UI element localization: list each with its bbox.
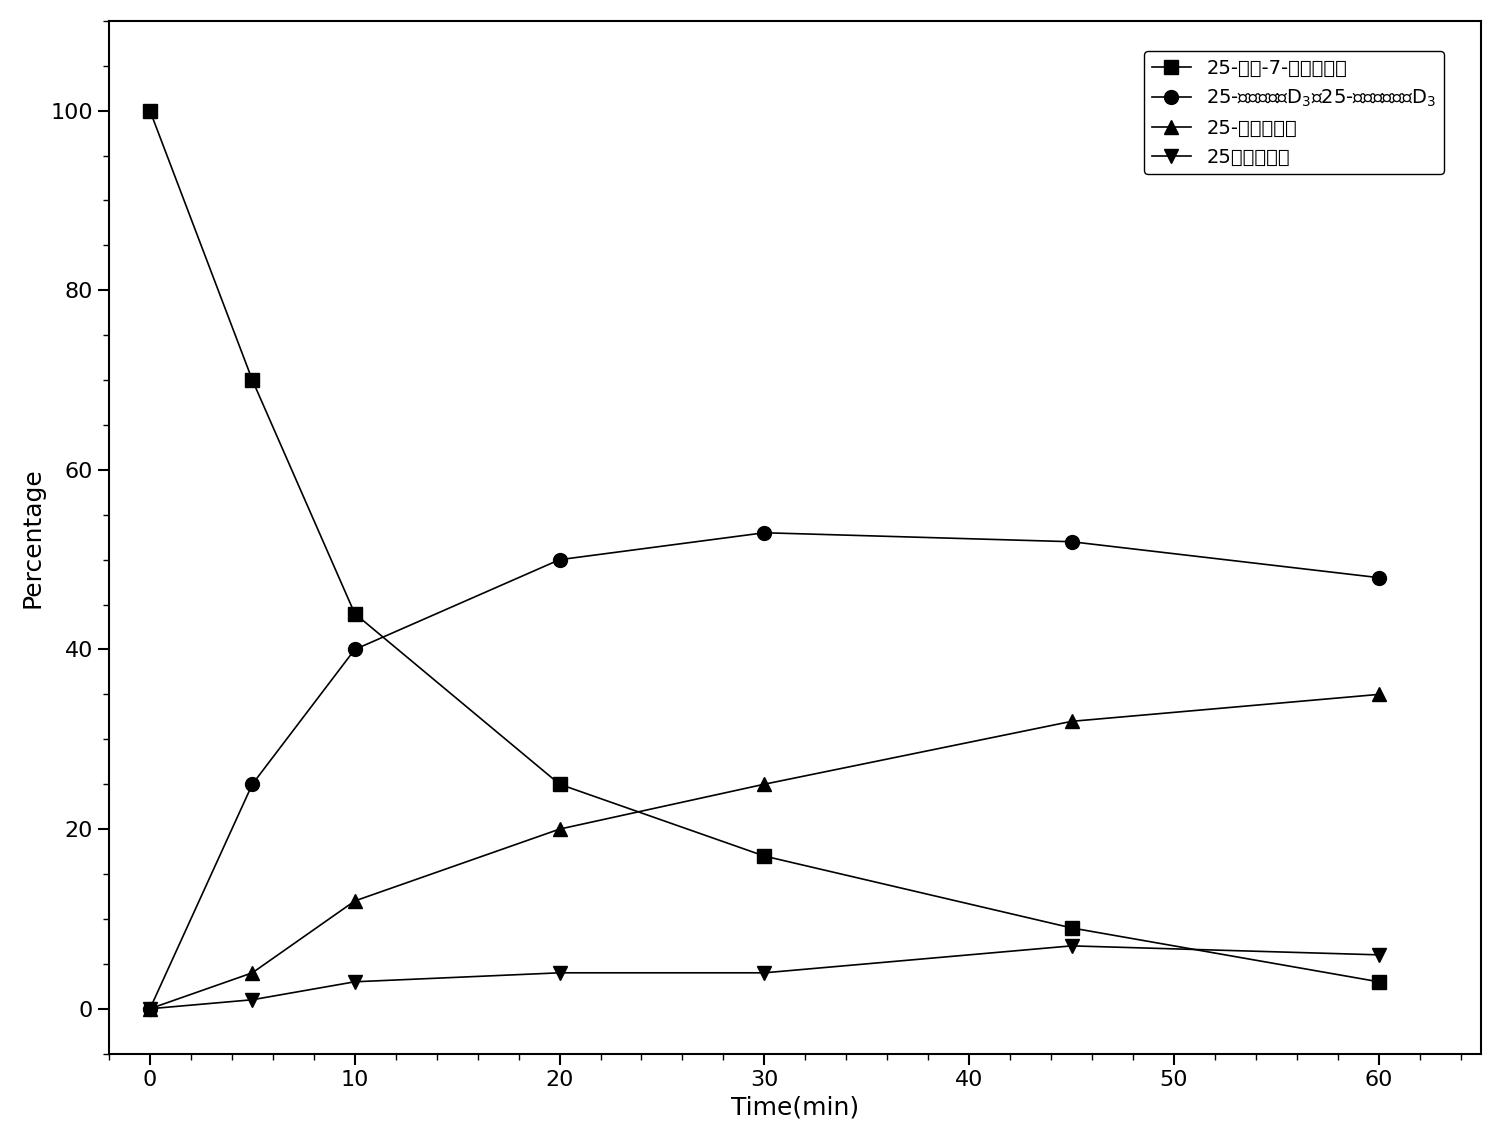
25羟基亮甾醇 [1062,939,1080,953]
25-羟基维生素D$_3$和25-羟基预维生素D$_3$ [345,643,363,657]
25-羟基速甾醇 [243,966,261,979]
25-羟基-7-去氢胆固醇 [756,849,774,863]
Legend: 25-羟基-7-去氢胆固醇, 25-羟基维生素D$_3$和25-羟基预维生素D$_3$, 25-羟基速甾醇, 25羟基亮甾醇: 25-羟基-7-去氢胆固醇, 25-羟基维生素D$_3$和25-羟基预维生素D$… [1145,51,1443,174]
25羟基亮甾醇 [551,966,569,979]
Line: 25-羟基维生素D$_3$和25-羟基预维生素D$_3$: 25-羟基维生素D$_3$和25-羟基预维生素D$_3$ [143,526,1386,1016]
Line: 25-羟基-7-去氢胆固醇: 25-羟基-7-去氢胆固醇 [143,104,1386,988]
25羟基亮甾醇 [345,975,363,988]
25-羟基-7-去氢胆固醇 [243,373,261,386]
25-羟基速甾醇 [551,822,569,836]
25羟基亮甾醇 [756,966,774,979]
25-羟基维生素D$_3$和25-羟基预维生素D$_3$ [141,1002,159,1016]
25-羟基速甾醇 [1370,687,1388,701]
Line: 25-羟基速甾醇: 25-羟基速甾醇 [143,687,1386,1016]
25-羟基维生素D$_3$和25-羟基预维生素D$_3$ [1370,571,1388,585]
25-羟基-7-去氢胆固醇 [1062,921,1080,935]
25-羟基速甾醇 [756,777,774,791]
25羟基亮甾醇 [1370,948,1388,962]
25-羟基速甾醇 [141,1002,159,1016]
25-羟基-7-去氢胆固醇 [1370,975,1388,988]
25-羟基维生素D$_3$和25-羟基预维生素D$_3$ [1062,535,1080,548]
25-羟基-7-去氢胆固醇 [141,104,159,117]
Line: 25羟基亮甾醇: 25羟基亮甾醇 [143,939,1386,1016]
25-羟基速甾醇 [1062,715,1080,728]
X-axis label: Time(min): Time(min) [731,1096,859,1119]
25-羟基维生素D$_3$和25-羟基预维生素D$_3$ [551,553,569,567]
Y-axis label: Percentage: Percentage [21,467,45,608]
25羟基亮甾醇 [141,1002,159,1016]
25-羟基维生素D$_3$和25-羟基预维生素D$_3$ [243,777,261,791]
25-羟基速甾醇 [345,894,363,907]
25-羟基-7-去氢胆固醇 [551,777,569,791]
25-羟基-7-去氢胆固醇 [345,606,363,620]
25-羟基维生素D$_3$和25-羟基预维生素D$_3$ [756,526,774,539]
25羟基亮甾醇 [243,993,261,1007]
